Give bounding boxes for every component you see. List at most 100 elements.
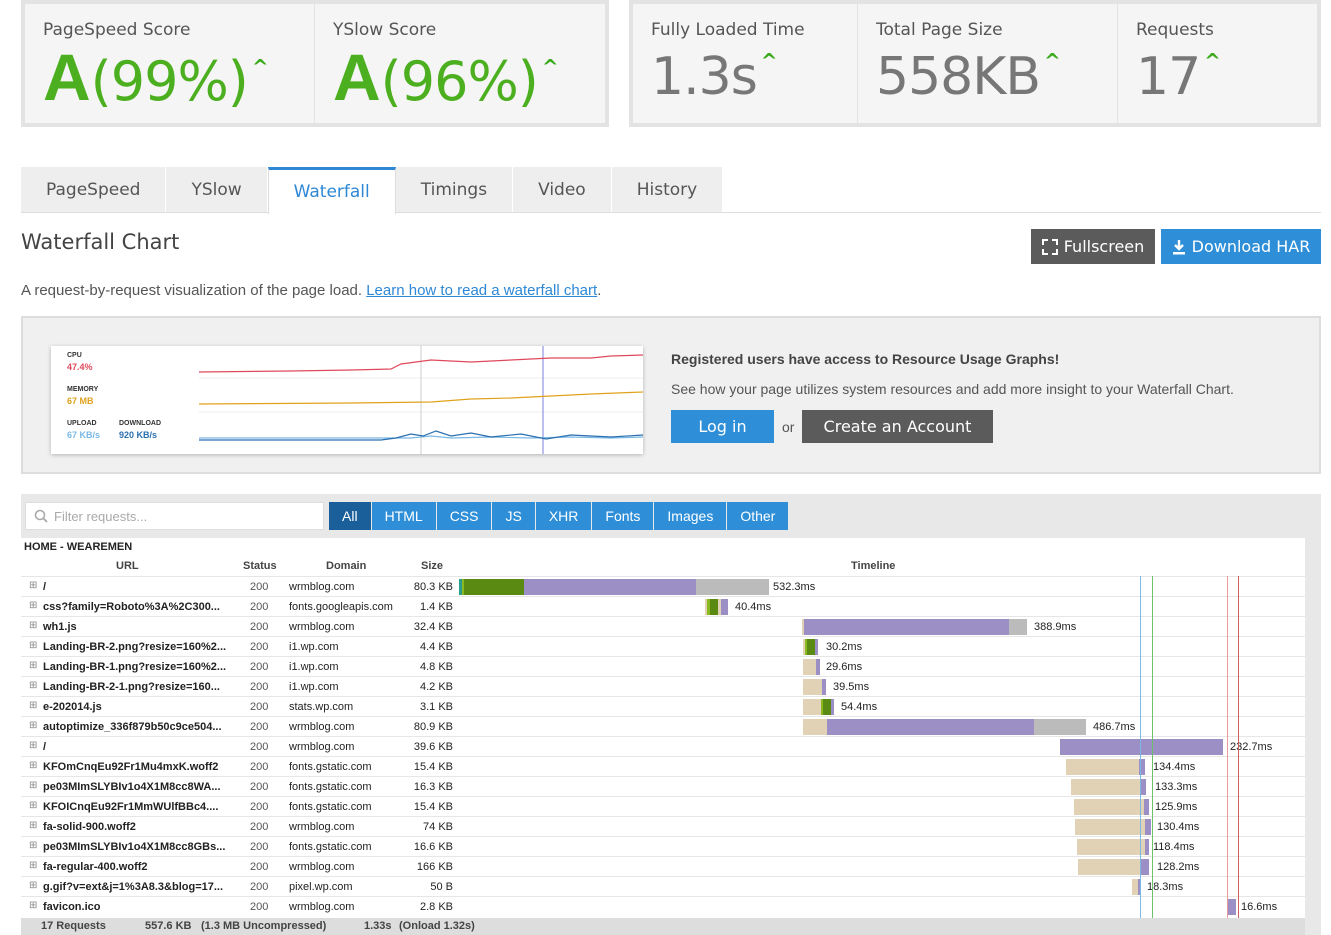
row-size: 74 KB bbox=[423, 821, 453, 833]
loaded-time-value: 1.3s bbox=[651, 47, 758, 107]
download-har-label: Download HAR bbox=[1191, 237, 1311, 256]
fully-loaded-line bbox=[1238, 576, 1239, 918]
table-row[interactable]: ⊞ Landing-BR-2.png?resize=160%2... 200 i1.w… bbox=[21, 636, 1305, 656]
table-row[interactable]: ⊞ KFOICnqEu92Fr1MmWUlfBBc4.... 200 fonts.gs… bbox=[21, 796, 1305, 816]
filter-all-button[interactable]: All bbox=[329, 502, 371, 530]
download-label: DOWNLOAD bbox=[119, 420, 161, 427]
expand-icon[interactable]: ⊞ bbox=[29, 660, 38, 671]
row-duration: 30.2ms bbox=[826, 641, 863, 653]
download-har-button[interactable]: Download HAR bbox=[1161, 229, 1321, 264]
filter-other-button[interactable]: Other bbox=[727, 502, 789, 530]
expand-icon[interactable]: ⊞ bbox=[29, 780, 38, 791]
filter-images-button[interactable]: Images bbox=[654, 502, 727, 530]
expand-icon[interactable]: ⊞ bbox=[29, 600, 38, 611]
row-domain: fonts.gstatic.com bbox=[289, 801, 372, 813]
table-row[interactable]: ⊞ Landing-BR-1.png?resize=160%2... 200 i1.w… bbox=[21, 656, 1305, 676]
onload-line bbox=[1227, 576, 1228, 918]
row-domain: i1.wp.com bbox=[289, 681, 339, 693]
login-button[interactable]: Log in bbox=[671, 410, 774, 443]
table-row[interactable]: ⊞ autoptimize_336f879b50c9ce504... 200 wrmb… bbox=[21, 716, 1305, 736]
cpu-label: CPU bbox=[67, 352, 82, 359]
yslow-card: YSlow Score A (96%) ^ bbox=[315, 4, 605, 123]
expand-icon[interactable]: ⊞ bbox=[29, 740, 38, 751]
row-size: 50 B bbox=[430, 881, 453, 893]
expand-icon[interactable]: ⊞ bbox=[29, 720, 38, 731]
row-status: 200 bbox=[250, 781, 269, 793]
fullscreen-button[interactable]: Fullscreen bbox=[1031, 229, 1155, 264]
row-status: 200 bbox=[250, 881, 269, 893]
tab-pagespeed[interactable]: PageSpeed bbox=[21, 167, 167, 212]
tab-waterfall[interactable]: Waterfall bbox=[267, 167, 396, 214]
timeline-segment-blocking bbox=[802, 619, 804, 635]
row-domain: wrmblog.com bbox=[289, 861, 355, 873]
tab-timings[interactable]: Timings bbox=[395, 167, 514, 212]
expand-icon[interactable]: ⊞ bbox=[29, 880, 38, 891]
expand-icon[interactable]: ⊞ bbox=[29, 840, 38, 851]
row-url: Landing-BR-2.png?resize=160%2... bbox=[43, 641, 227, 653]
row-duration: 54.4ms bbox=[841, 701, 878, 713]
create-account-button[interactable]: Create an Account bbox=[802, 410, 993, 443]
section-title: Waterfall Chart bbox=[21, 230, 180, 254]
pagespeed-card: PageSpeed Score A (99%) ^ bbox=[25, 4, 315, 123]
expand-icon[interactable]: ⊞ bbox=[29, 860, 38, 871]
timeline-segment-blocking bbox=[803, 679, 822, 695]
filter-js-button[interactable]: JS bbox=[492, 502, 535, 530]
table-row[interactable]: ⊞ / 200 wrmblog.com 39.6 KB 232.7ms bbox=[21, 736, 1305, 756]
row-duration: 532.3ms bbox=[773, 581, 816, 593]
download-line bbox=[199, 430, 643, 441]
expand-icon[interactable]: ⊞ bbox=[29, 640, 38, 651]
expand-icon[interactable]: ⊞ bbox=[29, 620, 38, 631]
footer-size: 557.6 KB bbox=[145, 920, 192, 932]
table-row[interactable]: ⊞ fa-regular-400.woff2 200 wrmblog.com 166 K… bbox=[21, 856, 1305, 876]
expand-icon[interactable]: ⊞ bbox=[29, 700, 38, 711]
table-row[interactable]: ⊞ favicon.ico 200 wrmblog.com 2.8 KB 16.6ms bbox=[21, 896, 1305, 916]
timeline-segment-wait bbox=[804, 619, 1009, 635]
row-url: pe03MImSLYBIv1o4X1M8cc8WA... bbox=[43, 781, 221, 793]
tab-video[interactable]: Video bbox=[513, 167, 612, 212]
filter-html-button[interactable]: HTML bbox=[371, 502, 436, 530]
filter-fonts-button[interactable]: Fonts bbox=[592, 502, 654, 530]
header-domain: Domain bbox=[326, 560, 367, 572]
filter-xhr-button[interactable]: XHR bbox=[535, 502, 592, 530]
tab-history[interactable]: History bbox=[611, 167, 724, 212]
table-row[interactable]: ⊞ KFOmCnqEu92Fr1Mu4mxK.woff2 200 fonts.gsta… bbox=[21, 756, 1305, 776]
timeline-segment-wait bbox=[524, 579, 696, 595]
footer-onload: (Onload 1.32s) bbox=[399, 920, 475, 932]
timeline-segment-blocking bbox=[1074, 799, 1144, 815]
table-row[interactable]: ⊞ wh1.js 200 wrmblog.com 32.4 KB 388.9ms bbox=[21, 616, 1305, 636]
expand-icon[interactable]: ⊞ bbox=[29, 820, 38, 831]
expand-icon[interactable]: ⊞ bbox=[29, 680, 38, 691]
memory-label: MEMORY bbox=[67, 386, 99, 393]
timeline-segment-wait bbox=[831, 699, 834, 715]
filter-requests-input[interactable]: Filter requests... bbox=[25, 502, 324, 530]
table-row[interactable]: ⊞ fa-solid-900.woff2 200 wrmblog.com 74 KB 13… bbox=[21, 816, 1305, 836]
row-url: Landing-BR-2-1.png?resize=160... bbox=[43, 681, 220, 693]
requests-value: 17 bbox=[1136, 47, 1201, 107]
first-paint-line bbox=[1152, 576, 1153, 918]
tab-yslow[interactable]: YSlow bbox=[166, 167, 268, 212]
table-row[interactable]: ⊞ g.gif?v=ext&j=1%3A8.3&blog=17... 200 pixe… bbox=[21, 876, 1305, 896]
metric-cards: Fully Loaded Time 1.3s ^ Total Page Size… bbox=[629, 0, 1321, 127]
row-domain: wrmblog.com bbox=[289, 821, 355, 833]
table-row[interactable]: ⊞ / 200 wrmblog.com 80.3 KB 532.3ms bbox=[21, 576, 1305, 596]
timeline-segment-ssl bbox=[710, 599, 718, 615]
expand-icon[interactable]: ⊞ bbox=[29, 760, 38, 771]
timeline-segment-blocking bbox=[803, 719, 827, 735]
table-row[interactable]: ⊞ pe03MImSLYBIv1o4X1M8cc8GBs... 200 fonts.g… bbox=[21, 836, 1305, 856]
table-row[interactable]: ⊞ Landing-BR-2-1.png?resize=160... 200 i1.w… bbox=[21, 676, 1305, 696]
waterfall-help-link[interactable]: Learn how to read a waterfall chart bbox=[366, 282, 598, 299]
table-row[interactable]: ⊞ pe03MImSLYBIv1o4X1M8cc8WA... 200 fonts.gs… bbox=[21, 776, 1305, 796]
timeline-segment-wait bbox=[1141, 859, 1149, 875]
timeline-segment-wait bbox=[1144, 799, 1149, 815]
row-duration: 16.6ms bbox=[1241, 901, 1278, 913]
row-status: 200 bbox=[250, 901, 269, 913]
expand-icon[interactable]: ⊞ bbox=[29, 800, 38, 811]
arrow-up-icon: ^ bbox=[1204, 49, 1221, 73]
table-row[interactable]: ⊞ e-202014.js 200 stats.wp.com 3.1 KB 54.4ms bbox=[21, 696, 1305, 716]
filter-css-button[interactable]: CSS bbox=[436, 502, 492, 530]
expand-icon[interactable]: ⊞ bbox=[29, 900, 38, 911]
expand-icon[interactable]: ⊞ bbox=[29, 580, 38, 591]
table-row[interactable]: ⊞ css?family=Roboto%3A%2C300... 200 fonts.g… bbox=[21, 596, 1305, 616]
upload-value: 67 KB/s bbox=[67, 430, 101, 440]
yslow-label: YSlow Score bbox=[333, 20, 437, 40]
